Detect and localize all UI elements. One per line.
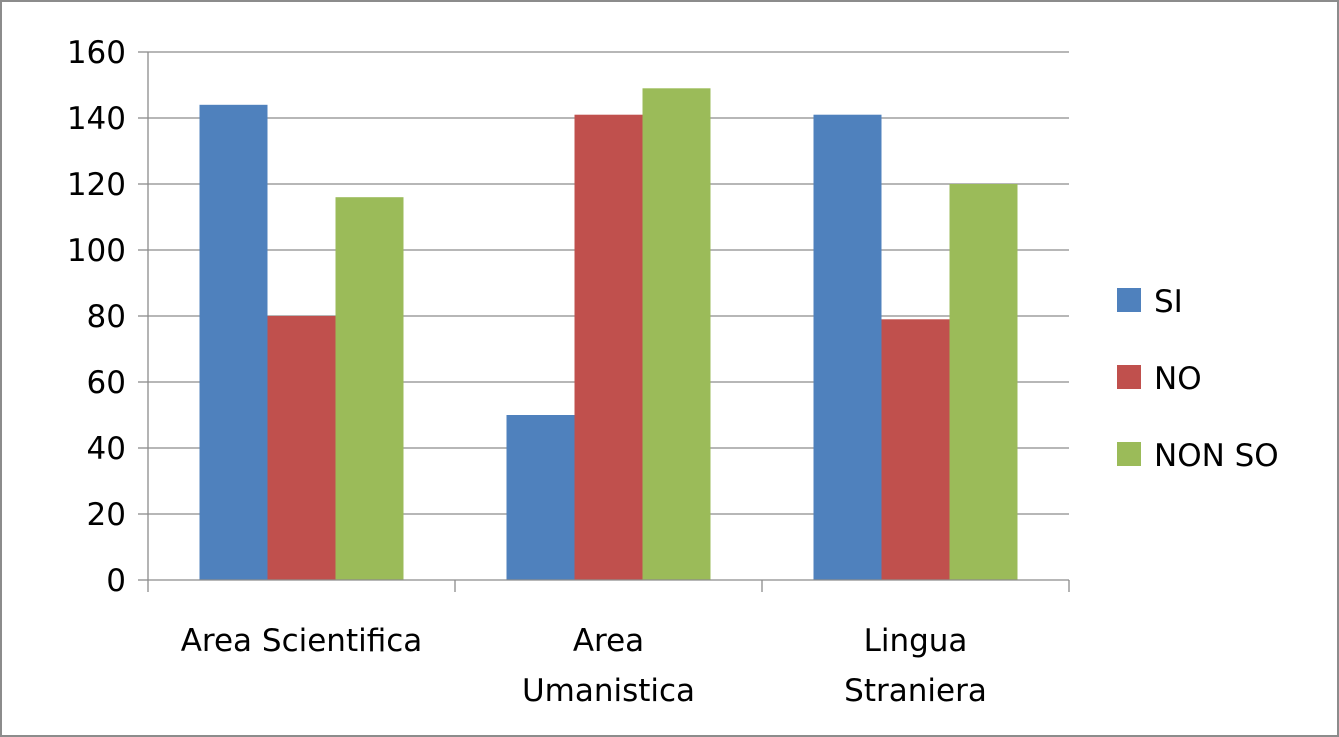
bar-non-so bbox=[949, 184, 1018, 580]
bar-non-so bbox=[335, 197, 404, 580]
x-axis-categories: Area Scientifica Area Umanistica Lingua Stra… bbox=[181, 623, 987, 709]
bar-si bbox=[506, 415, 575, 580]
legend-label: NO bbox=[1154, 361, 1202, 397]
y-tick-label: 140 bbox=[67, 101, 126, 137]
bar-non-so bbox=[642, 88, 711, 581]
legend: SI NO NON SO bbox=[1117, 284, 1279, 474]
y-tick-label: 20 bbox=[87, 497, 126, 533]
x-category-label: Straniera bbox=[844, 673, 987, 709]
bars bbox=[199, 88, 1018, 581]
y-axis-ticks: 0 20 40 60 80 100 120 140 160 bbox=[67, 35, 148, 599]
y-tick-label: 160 bbox=[67, 35, 126, 71]
bar-no bbox=[267, 316, 336, 580]
x-category-label: Lingua bbox=[864, 623, 968, 659]
y-tick-label: 120 bbox=[67, 167, 126, 203]
legend-swatch bbox=[1117, 442, 1141, 466]
y-tick-label: 100 bbox=[67, 233, 126, 269]
legend-label: SI bbox=[1154, 284, 1183, 320]
y-tick-label: 0 bbox=[106, 563, 126, 599]
legend-swatch bbox=[1117, 365, 1141, 389]
x-category-label: Umanistica bbox=[522, 673, 695, 709]
x-category-label: Area bbox=[573, 623, 644, 659]
bar-si bbox=[813, 114, 882, 580]
legend-label: NON SO bbox=[1154, 438, 1279, 474]
bar-no bbox=[881, 319, 950, 580]
y-tick-label: 40 bbox=[87, 431, 126, 467]
legend-swatch bbox=[1117, 288, 1141, 312]
x-category-label: Area Scientifica bbox=[181, 623, 423, 659]
y-tick-label: 80 bbox=[87, 299, 126, 335]
y-tick-label: 60 bbox=[87, 365, 126, 401]
bar-si bbox=[199, 104, 268, 581]
bar-no bbox=[574, 114, 643, 580]
